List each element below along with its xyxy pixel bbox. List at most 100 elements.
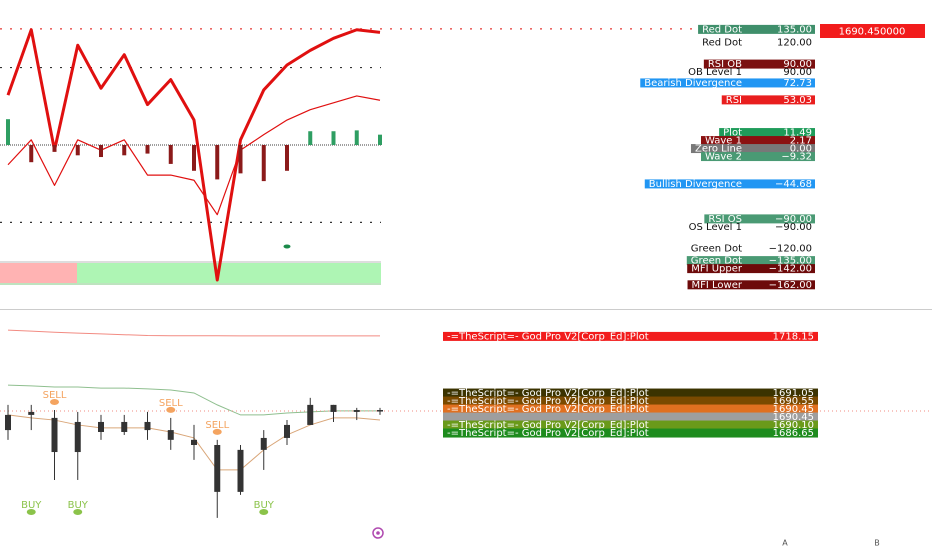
scale-label-name: Green Dot — [691, 256, 742, 267]
scale-label-name: Green Dot — [691, 244, 742, 255]
scale-label-bg — [701, 136, 745, 146]
scale-label-name: RSI — [726, 95, 742, 106]
scale-label-value: 1686.65 — [773, 428, 814, 439]
scale-label-bg — [745, 95, 815, 105]
scale-label-name: -=TheScript=- God Pro V2[Corp_Ed]:Plot — [447, 428, 649, 439]
price-label: 1690.450000 — [839, 27, 906, 38]
scale-label-value: −90.00 — [775, 214, 812, 225]
scale-label-name: -=TheScript=- God Pro V2[Corp_Ed]:Plot — [447, 396, 649, 407]
footer-buttons: A B — [782, 539, 879, 548]
scale-label-name: Red Dot — [702, 37, 742, 48]
histogram-bar — [52, 144, 57, 152]
scale-label-name: OB Level 1 — [688, 67, 742, 78]
signal-dot — [73, 509, 83, 515]
scale-label-value: 0.00 — [790, 144, 812, 155]
oscillator-line — [7, 95, 381, 216]
scale-label-value: 1690.10 — [773, 420, 814, 431]
scale-label-name: -=TheScript=- God Pro V2[Corp_Ed]:Plot — [447, 420, 649, 431]
scale-label-bg — [443, 331, 818, 341]
histogram-bar — [145, 144, 150, 154]
overlay-line — [7, 384, 380, 416]
scale-label-value: 90.00 — [783, 59, 812, 70]
histogram-bar — [192, 144, 196, 171]
scale-label-bg — [745, 128, 815, 138]
signal-dot — [166, 406, 176, 413]
histogram-bar — [354, 130, 359, 145]
scale-label-bg — [745, 152, 815, 162]
scale-label-bg — [719, 128, 745, 138]
candle-body — [330, 404, 337, 412]
price-label-bg — [820, 24, 925, 38]
scale-label-value: 90.00 — [783, 67, 812, 78]
scale-label-value: 120.00 — [777, 37, 812, 48]
scale-label-name: Red Dot — [702, 24, 742, 35]
candle-body — [214, 444, 221, 492]
histogram-bar — [215, 144, 220, 180]
scale-label-value: 1690.45 — [773, 412, 814, 423]
scale-label-bg — [745, 264, 815, 274]
scale-label-value: 72.73 — [783, 78, 812, 89]
scale-label-name: -=TheScript=- God Pro V2[Corp_Ed]:Plot — [447, 331, 649, 342]
scale-label-name: Wave 2 — [705, 152, 742, 163]
scale-label-bg — [687, 264, 745, 274]
scale-label-bg — [443, 404, 818, 414]
scale-label-bg — [686, 256, 745, 266]
scale-label-bg — [443, 420, 818, 430]
histogram-bar — [261, 144, 266, 182]
candle-body — [237, 449, 244, 492]
mfi-band-bull — [77, 263, 381, 283]
candle-body — [74, 421, 81, 453]
scale-label-bg — [443, 428, 818, 438]
histogram-bar — [99, 144, 103, 158]
signal-text: BUY — [68, 500, 89, 511]
scale-label-value: 53.03 — [783, 95, 812, 106]
scale-label-name: Plot — [723, 128, 742, 139]
scale-label-name: Bearish Divergence — [644, 78, 742, 89]
scale-label-bg — [745, 214, 815, 224]
scale-label-name: RSI OS — [708, 214, 742, 225]
scale-label-bg — [690, 144, 745, 154]
signal-dot — [283, 244, 291, 249]
scale-label-value: −120.00 — [769, 244, 812, 255]
histogram-bar — [378, 134, 382, 145]
scale-label-bg — [745, 280, 815, 290]
candle-body — [307, 404, 314, 425]
scale-label-bg — [443, 396, 818, 406]
scale-label-name: MFI Lower — [692, 280, 743, 291]
logo-icon — [372, 527, 384, 539]
candle-body — [5, 414, 11, 431]
candle-body — [98, 421, 104, 432]
button[interactable]: B — [874, 539, 880, 548]
scale-label-name: Bullish Divergence — [649, 179, 742, 190]
histogram-bar — [308, 131, 313, 145]
scale-label-bg — [721, 95, 745, 105]
scale-label-bg — [443, 388, 818, 398]
signal-dot — [212, 428, 222, 435]
histogram-bar — [122, 144, 127, 156]
mfi-band-bear — [0, 263, 77, 283]
scale-label-name: MFI Upper — [691, 264, 743, 275]
histogram-bar — [75, 144, 80, 156]
overlay-line — [7, 329, 380, 337]
candle-body — [260, 437, 267, 450]
scale-label-bg — [745, 78, 815, 88]
scale-label-value: 135.00 — [777, 24, 812, 35]
button[interactable]: A — [782, 539, 788, 548]
histogram-bar — [168, 144, 173, 164]
signal-text: BUY — [21, 500, 42, 511]
scale-label-bg — [745, 256, 815, 266]
scale-label-value: −44.68 — [775, 179, 812, 190]
scale-label-name: Wave 1 — [705, 136, 742, 147]
scale-label-bg — [703, 59, 745, 69]
histogram-bar — [29, 144, 34, 163]
scale-label-bg — [745, 136, 815, 146]
scale-label-value: −9.32 — [781, 152, 812, 163]
histogram-bar — [238, 144, 243, 174]
scale-label-name: RSI OB — [708, 59, 742, 70]
oscillator-line — [6, 28, 381, 282]
scale-label-bg — [698, 24, 745, 34]
scale-label-bg — [745, 179, 815, 189]
signal-text: BUY — [254, 500, 275, 511]
scale-label-bg — [745, 59, 815, 69]
